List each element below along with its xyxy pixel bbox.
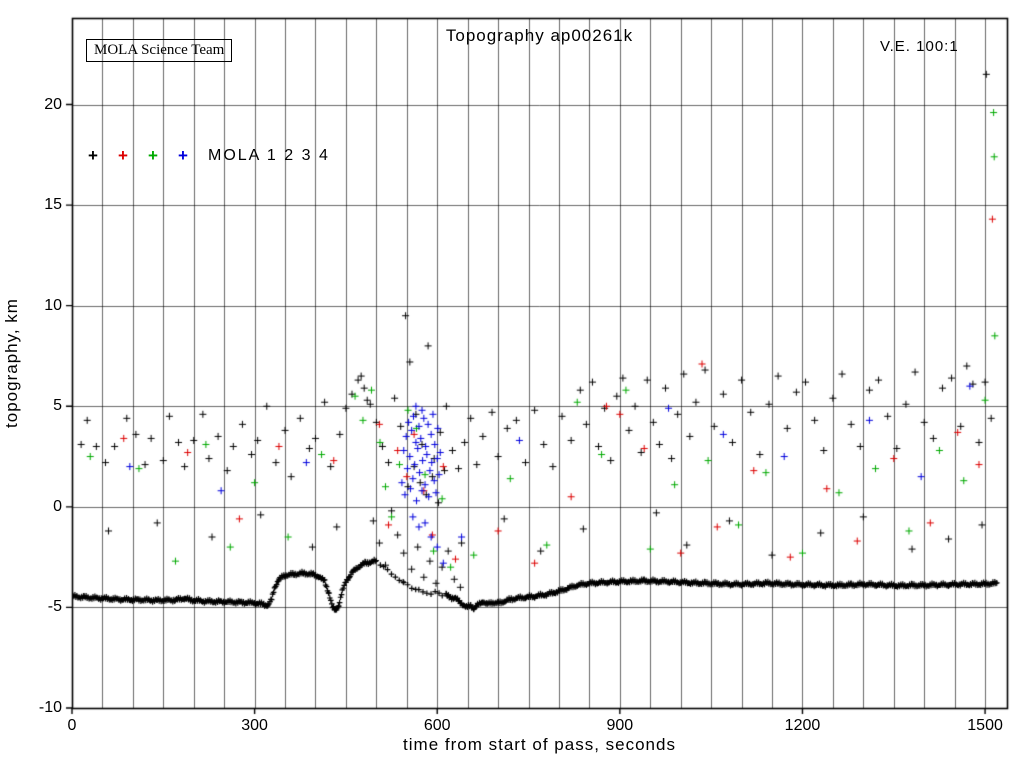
x-tick-label: 1500 (967, 717, 1003, 734)
legend-marker-mola-3: + (148, 146, 158, 165)
x-tick-label: 1200 (784, 717, 821, 734)
legend-marker-mola-1: + (88, 146, 98, 165)
legend-marker-mola-4: + (178, 146, 188, 165)
x-tick-label: 300 (241, 717, 268, 734)
y-tick-label: 10 (44, 296, 62, 314)
y-tick-label: -10 (38, 699, 62, 716)
chart-title: Topography ap00261k (445, 26, 634, 45)
legend-marker-mola-2: + (118, 146, 128, 165)
y-tick-label: -5 (47, 598, 62, 616)
x-tick-label: 600 (423, 717, 451, 734)
legend-label: MOLA 1 2 3 4 (208, 147, 330, 164)
legend: + + + + MOLA 1 2 3 4 (88, 146, 330, 166)
legend-markers: + + + + (88, 146, 208, 166)
y-tick-label: 15 (44, 196, 62, 214)
x-axis-label: time from start of pass, seconds (403, 735, 676, 754)
y-tick-label: 5 (53, 397, 62, 415)
x-tick-label: 900 (606, 717, 634, 734)
mola-science-team-box: MOLA Science Team (86, 39, 233, 62)
vertical-exaggeration-label: V.E. 100:1 (880, 38, 959, 55)
x-tick-label: 0 (67, 717, 77, 734)
y-tick-label: 20 (44, 95, 62, 113)
y-tick-label: 0 (53, 497, 62, 515)
